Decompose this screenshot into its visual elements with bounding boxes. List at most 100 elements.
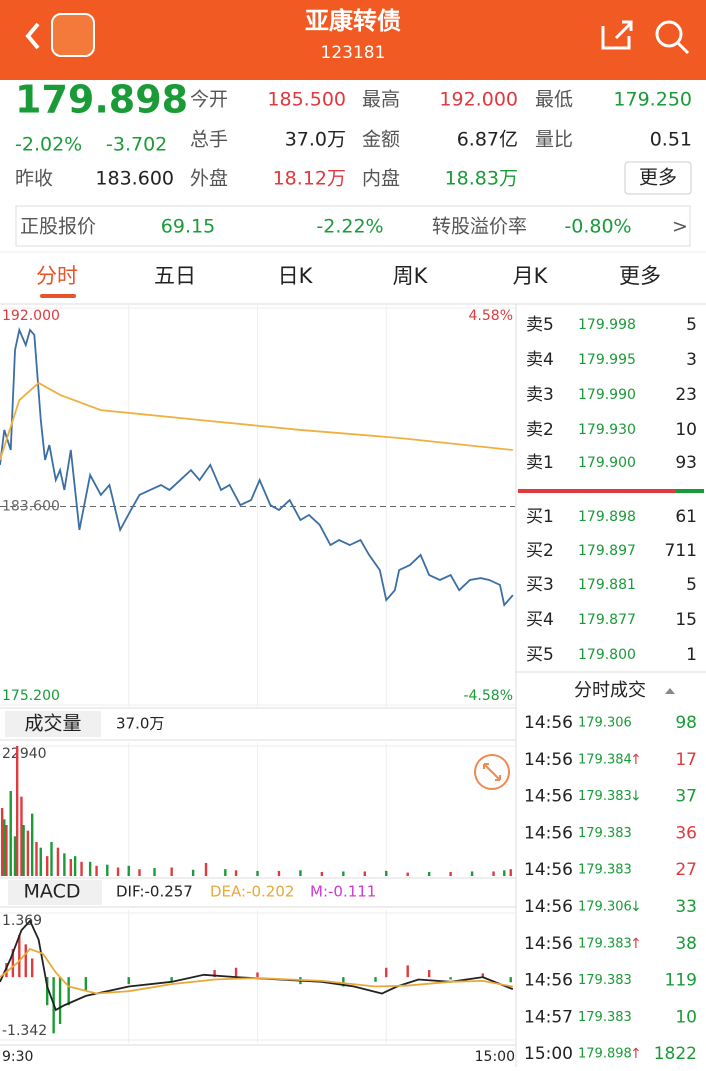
volume-bar <box>153 868 156 876</box>
trade-time: 14:56 <box>524 787 573 807</box>
trade-volume: 36 <box>675 823 697 843</box>
trade-time: 14:56 <box>524 750 573 770</box>
field-label: 量比 <box>535 129 573 151</box>
macd-bar <box>18 934 21 978</box>
volume-bar <box>342 871 345 876</box>
macd-bar <box>30 958 34 978</box>
volume-bar <box>492 871 495 876</box>
line <box>0 327 514 607</box>
book-volume: 15 <box>675 610 697 630</box>
book-price: 179.877 <box>578 612 636 628</box>
field-label: 今开 <box>190 89 228 111</box>
y-tick-label: 175.200 <box>2 688 60 704</box>
book-volume: 61 <box>675 507 697 527</box>
legend-entry: DEA:-0.202 <box>210 883 294 901</box>
volume-bar <box>449 872 452 876</box>
book-label: 买5 <box>526 645 554 665</box>
trade-time: 14:57 <box>524 1007 573 1027</box>
field-value: 18.12万 <box>273 168 346 190</box>
field-label: 总手 <box>190 129 228 151</box>
y-tick-label: 1.369 <box>2 913 42 929</box>
field-value: 37.0万 <box>285 129 346 151</box>
volume-bar <box>15 746 19 876</box>
stock-price: 69.15 <box>161 216 215 238</box>
volume-bar <box>95 865 98 876</box>
trade-volume: 17 <box>675 750 697 770</box>
book-price: 179.800 <box>578 647 636 663</box>
volume-bar <box>26 830 30 876</box>
volume-bar <box>5 824 8 876</box>
book-divider <box>518 489 676 493</box>
search-icon-handle <box>676 41 690 55</box>
field-label: 内盘 <box>362 168 400 190</box>
macd-bar <box>84 977 88 992</box>
line <box>0 381 513 461</box>
field-value: 179.250 <box>613 89 692 111</box>
macd-bar <box>5 963 8 978</box>
line <box>0 919 514 1012</box>
back-button[interactable] <box>25 22 40 50</box>
app-icon[interactable] <box>51 13 95 57</box>
more-button[interactable] <box>624 161 692 195</box>
macd-bar <box>481 973 485 978</box>
tab[interactable]: 月K <box>513 264 549 288</box>
volume-bar <box>20 796 23 876</box>
volume-bar <box>88 861 92 876</box>
tab[interactable]: 更多 <box>619 264 661 288</box>
volume-bar <box>30 813 34 876</box>
book-label: 买2 <box>526 541 554 561</box>
field-value: 0.51 <box>650 129 692 151</box>
y2-tick-label: -4.58% <box>463 688 513 704</box>
volume-bar <box>320 872 324 876</box>
volume-bar <box>106 864 109 876</box>
trade-price: 179.383 <box>578 973 632 988</box>
stock-label: 正股报价 <box>20 216 96 238</box>
trades-title[interactable]: 分时成交 <box>574 680 646 701</box>
stock-bar[interactable] <box>15 205 691 247</box>
trade-price: 179.384 <box>578 752 632 767</box>
field-value: 192.000 <box>439 89 518 111</box>
search-icon[interactable] <box>655 20 683 48</box>
tab[interactable]: 五日 <box>154 264 196 288</box>
book-label: 卖3 <box>526 385 554 405</box>
trade-volume: 38 <box>675 934 697 954</box>
sort-icon <box>665 688 675 694</box>
book-price: 179.900 <box>578 455 636 471</box>
field-value: 183.600 <box>95 168 174 190</box>
book-volume: 10 <box>675 420 697 440</box>
volume-bar <box>39 847 42 876</box>
macd-bar <box>213 970 216 978</box>
macd-bar <box>170 977 173 982</box>
tab[interactable]: 日K <box>278 264 314 288</box>
tab-active[interactable]: 分时 <box>36 264 78 288</box>
volume-bar <box>0 807 4 876</box>
stock-arrow: > <box>672 216 688 238</box>
y-tick-label: 183.600 <box>2 499 60 515</box>
expand-icon[interactable] <box>474 754 510 790</box>
field-label: 昨收 <box>15 168 53 190</box>
legend-entry: DIF:-0.257 <box>116 883 193 901</box>
field-label: 金额 <box>362 129 400 151</box>
volume-bar <box>116 867 120 876</box>
panel-label-box <box>8 880 102 905</box>
tab[interactable]: 周K <box>393 264 429 288</box>
panel-label-box <box>5 711 101 737</box>
book-price: 179.881 <box>578 577 636 593</box>
volume-bar <box>299 870 302 876</box>
book-volume: 23 <box>675 385 697 405</box>
trade-volume: 98 <box>675 713 697 733</box>
field-label: 外盘 <box>190 168 228 190</box>
share-icon[interactable] <box>601 20 633 50</box>
book-label: 买3 <box>526 575 554 595</box>
book-label: 卖5 <box>526 315 554 335</box>
book-label: 买4 <box>526 610 554 630</box>
header-bar <box>0 0 706 80</box>
book-price: 179.990 <box>578 387 636 403</box>
volume-bar <box>13 836 17 876</box>
macd-bar <box>374 977 377 982</box>
book-price: 179.898 <box>578 509 636 525</box>
volume-bar <box>170 867 173 876</box>
macd-bar <box>449 977 452 980</box>
book-volume: 3 <box>686 350 697 370</box>
trade-arrow: ↑ <box>630 1046 642 1062</box>
